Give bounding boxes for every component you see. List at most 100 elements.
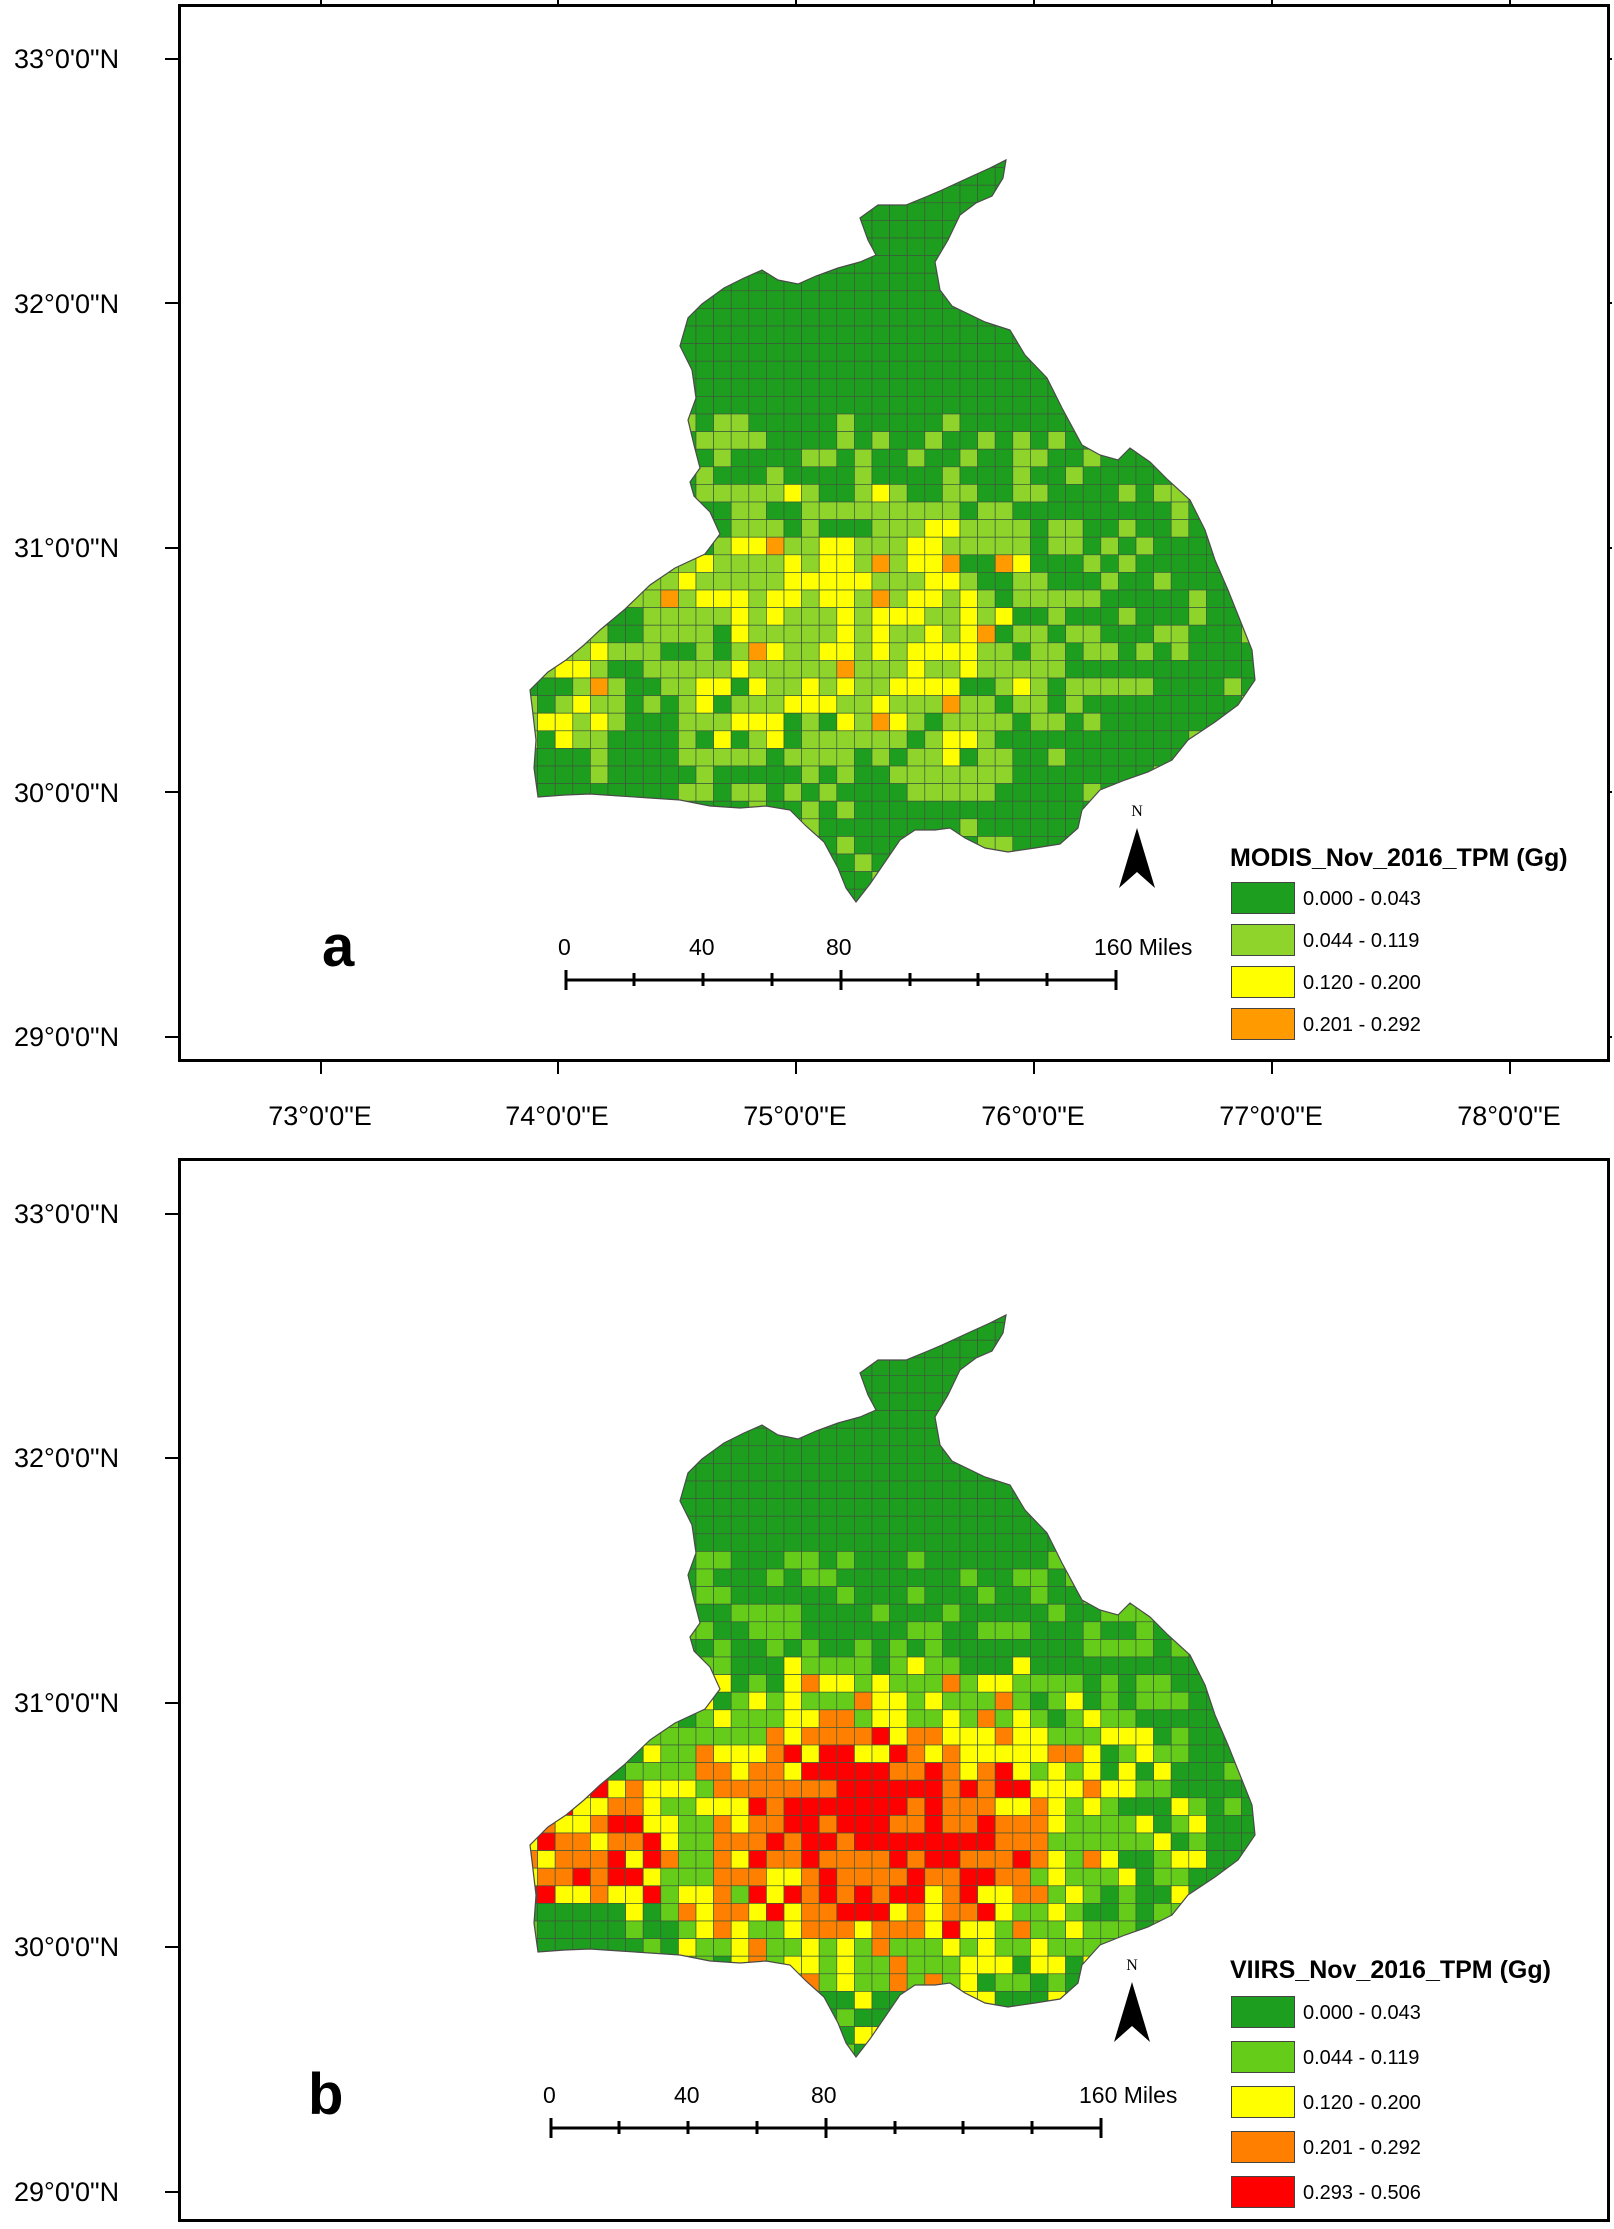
grid-cell [537,1991,556,2010]
grid-cell [994,1410,1014,1429]
grid-cell [1100,1339,1119,1359]
grid-cell [783,695,802,714]
grid-cell [1259,1780,1277,1798]
grid-cell [530,343,538,362]
grid-cell [994,888,1014,902]
grid-cell [642,308,662,327]
grid-cell [906,1533,926,1552]
grid-cell [590,748,609,767]
grid-cell [1100,695,1119,714]
grid-cell [1170,1322,1190,1341]
grid-cell [1223,1586,1242,1605]
grid-cell [1223,466,1242,485]
grid-cell [906,1315,926,1323]
grid-cell [889,343,908,362]
grid-cell [625,624,644,644]
grid-cell [889,677,908,696]
grid-cell [642,184,662,204]
grid-cell [1153,1339,1172,1359]
grid-cell [554,1339,574,1359]
grid-cell [871,308,890,327]
grid-cell [1241,1568,1255,1587]
grid-cell [1047,1955,1066,1975]
grid-cell [642,501,662,520]
grid-cell [1047,1603,1066,1623]
grid-cell [1135,1463,1154,1482]
grid-cell [530,325,538,344]
grid-cell [906,572,926,591]
grid-cell [1259,819,1277,837]
grid-cell [748,1315,767,1323]
grid-cell [959,1727,978,1746]
grid-cell [836,1727,855,1746]
grid-cell [1012,1779,1031,1799]
grid-cell [818,1498,838,1517]
grid-cell [730,1410,750,1429]
grid-cell [1030,220,1049,239]
grid-cell [959,1533,978,1552]
grid-cell [572,448,591,468]
grid-cell [1030,1639,1049,1658]
lat-label-32n: 32°0'0"N [14,1443,120,1473]
grid-cell [730,272,750,292]
grid-cell [530,431,538,450]
grid-cell [1153,1498,1172,1517]
grid-cell [1259,1903,1277,1921]
grid-cell [1170,360,1190,380]
grid-cell [554,1955,574,1975]
grid-cell [554,536,574,556]
grid-cell [871,695,890,714]
grid-cell [977,888,996,902]
grid-cell [1188,1727,1207,1746]
grid-cell [1206,1850,1225,1869]
grid-cell [871,1322,890,1341]
grid-cell [1206,1815,1225,1834]
grid-cell [695,2026,714,2045]
grid-cell [977,800,996,820]
grid-cell [590,1533,609,1552]
grid-cell [871,1955,890,1975]
grid-cell [713,1533,732,1552]
grid-cell [1223,1498,1242,1517]
grid-cell [801,1392,820,1411]
grid-cell [1170,765,1190,784]
grid-cell [871,448,890,468]
grid-cell [660,1315,679,1323]
grid-cell [977,1515,996,1535]
grid-cell [871,1410,890,1429]
grid-cell [554,1973,574,1992]
grid-cell [1241,1920,1255,1939]
grid-cell [660,272,679,292]
grid-cell [590,448,609,468]
grid-cell [1012,1920,1031,1939]
grid-cell [854,237,873,256]
grid-cell [836,1392,855,1411]
grid-cell [1082,1691,1102,1711]
grid-cell [530,1955,538,1975]
grid-cell [1065,1603,1084,1623]
grid-cell [1047,1339,1066,1359]
grid-cell [660,1709,679,1728]
grid-cell [642,1427,662,1447]
grid-cell [748,325,767,344]
grid-cell [836,2008,855,2027]
grid-cell [977,1744,996,1763]
grid-cell [572,1744,591,1763]
grid-cell [1223,765,1242,784]
grid-cell [924,1885,943,1904]
grid-cell [730,1762,750,1781]
grid-cell [1153,1621,1172,1640]
grid-cell [1118,783,1137,802]
grid-cell [1047,255,1066,274]
grid-cell [1100,396,1119,415]
grid-cell [977,1603,996,1623]
grid-cell [748,607,767,626]
grid-cell [572,836,591,855]
grid-cell [660,378,679,397]
grid-cell [590,607,609,626]
grid-cell [590,237,609,256]
grid-cell [1206,378,1225,397]
grid-cell [1223,1375,1242,1394]
grid-cell [924,1727,943,1746]
grid-cell [607,712,626,732]
